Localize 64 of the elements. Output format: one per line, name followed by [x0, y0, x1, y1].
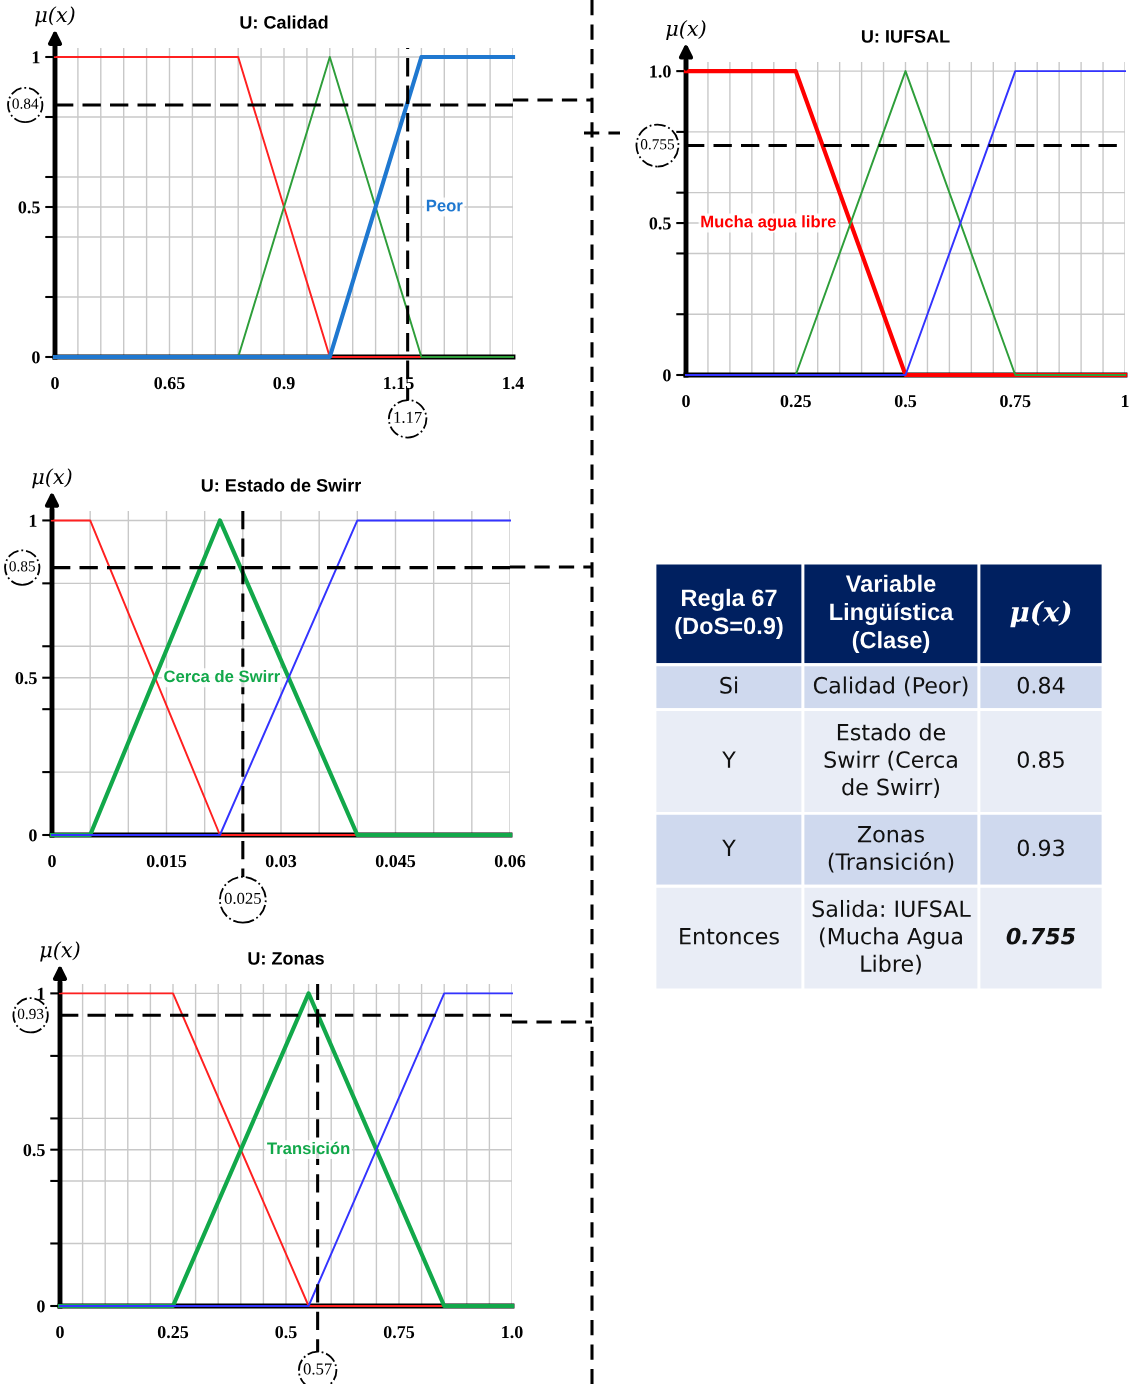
x-tick-label: 0 [51, 376, 59, 390]
y-tick-label: 1 [29, 514, 37, 527]
chart-title: U: Estado de Swirr [201, 478, 361, 492]
x-tick-label: 0 [48, 854, 56, 868]
y-tick-label: 0.5 [23, 1143, 45, 1157]
text: Peor [426, 199, 463, 212]
x-tick-label: 0 [682, 394, 690, 408]
y-tick-label: 0 [29, 829, 37, 842]
y-axis-title: μ(x) [40, 941, 80, 962]
ref-line-label: 0.84 [12, 98, 39, 109]
chart-title: U: Calidad [240, 15, 328, 29]
y-tick-label: 1 [37, 987, 45, 1000]
x-tick-label: 1 [1121, 395, 1129, 407]
ref-line-label: 0.025 [224, 892, 261, 905]
y-tick-label: 1 [32, 51, 40, 64]
text: Y [722, 839, 736, 856]
series-label: Transición [267, 1141, 350, 1155]
x-tick-label: 0.5 [275, 1325, 297, 1339]
x-tick-label: 0.03 [265, 854, 297, 868]
text: Salida: IUFSAL (Mucha Agua Libre) [812, 899, 971, 975]
text: 0.85 [1017, 751, 1064, 768]
category-label: μ(x) [1010, 600, 1071, 628]
series-label: Cerca de Swirr [164, 669, 280, 683]
text: Zonas (Transición) [828, 826, 954, 873]
y-tick-label: 0 [37, 1300, 45, 1313]
series-label: Mucha agua libre [701, 215, 836, 231]
chart-title: U: Zonas [248, 952, 324, 965]
y-axis-title: μ(x) [666, 19, 706, 41]
x-tick-label: 0.65 [154, 376, 185, 390]
ref-line-label: 1.17 [394, 411, 422, 424]
text: Calidad (Peor) [813, 676, 968, 697]
x-tick-label: 0 [56, 1325, 64, 1339]
text: 0.93 [1017, 839, 1064, 857]
y-tick-label: 1.0 [650, 65, 671, 78]
chart-title: U: IUFSAL [861, 29, 950, 43]
text: Y [722, 751, 736, 768]
x-tick-label: 0.5 [894, 394, 917, 408]
y-axis-title: μ(x) [35, 6, 75, 27]
x-tick-label: 0.75 [1000, 394, 1031, 408]
x-tick-label: 0.9 [273, 376, 295, 390]
x-tick-label: 1.0 [502, 1325, 523, 1339]
category-label: Regla 67 (DoS=0.9) [675, 588, 783, 639]
x-tick-label: 0.75 [383, 1325, 415, 1339]
ref-line-label: 0.85 [9, 561, 35, 572]
x-tick-label: 0.25 [780, 394, 811, 408]
y-tick-label: 0.5 [18, 201, 40, 214]
category-label: Variable Lingüística (Clase) [830, 574, 954, 654]
ref-line-label: 0.93 [17, 1008, 44, 1020]
y-tick-label: 0.5 [15, 671, 37, 685]
y-tick-label: 0 [32, 351, 40, 364]
text: 0.84 [1017, 676, 1065, 694]
ref-line-label: 0.755 [640, 139, 675, 150]
x-tick-label: 0.015 [146, 854, 187, 868]
ref-line-label: 0.57 [303, 1363, 332, 1375]
text: 0.755 [1006, 927, 1075, 945]
x-tick-label: 0.25 [157, 1325, 189, 1339]
text: Si [720, 676, 738, 694]
x-tick-label: 0.06 [494, 854, 526, 868]
x-tick-label: 1.4 [503, 377, 524, 390]
y-tick-label: 0.5 [649, 217, 671, 230]
text: Estado de Swirr (Cerca de Swirr) [824, 723, 957, 799]
y-axis-title: μ(x) [32, 468, 72, 489]
text: Entonces [680, 928, 779, 945]
x-tick-label: 0.045 [375, 854, 416, 868]
